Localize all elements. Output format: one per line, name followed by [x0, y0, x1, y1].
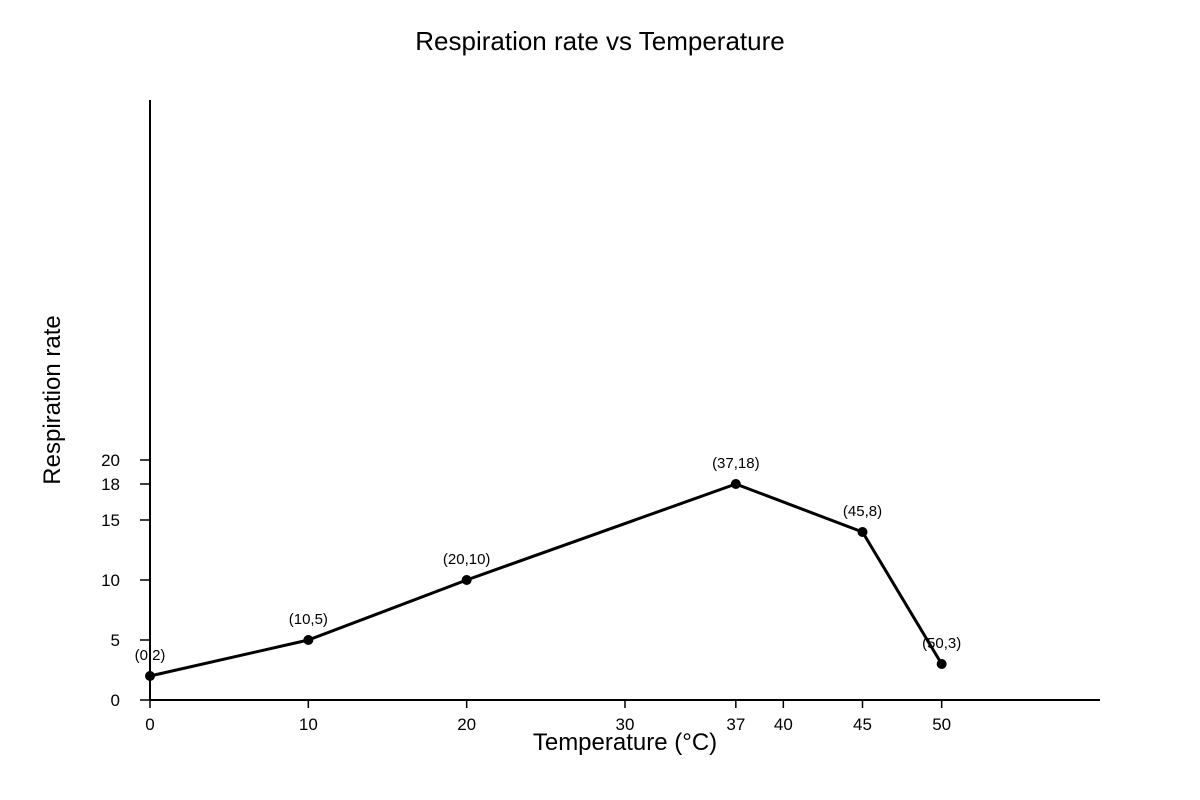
data-label: (50,3) [922, 635, 961, 652]
x-tick-label: 10 [299, 715, 318, 734]
y-tick-label: 20 [101, 451, 120, 470]
y-axis-title: Respiration rate [39, 315, 66, 484]
data-label: (10,5) [289, 611, 328, 628]
x-axis-title: Temperature (°C) [533, 729, 717, 756]
data-point [730, 479, 741, 489]
chart-title: Respiration rate vs Temperature [415, 26, 784, 56]
axis-ticks: 0 10 20 30 37 40 45 50 0 5 10 15 18 20 [101, 451, 951, 734]
data-point [857, 527, 868, 537]
data-label: (0,2) [135, 647, 166, 664]
series-line [149, 482, 943, 678]
x-tick-label: 37 [726, 715, 745, 734]
data-label: (20,10) [443, 551, 491, 568]
data-point [303, 635, 314, 645]
y-tick-label: 0 [111, 691, 120, 710]
data-point [461, 575, 472, 585]
x-tick-label: 50 [932, 715, 951, 734]
data-label: (45,8) [843, 503, 882, 520]
data-series: (0,2) (10,5) (20,10) (37,18) (45,8) (50,3) [135, 455, 961, 681]
y-tick-label: 5 [111, 631, 120, 650]
x-tick-label: 30 [616, 715, 635, 734]
data-label: (37,18) [712, 455, 760, 472]
x-tick-label: 45 [853, 715, 872, 734]
x-tick-label: 40 [774, 715, 793, 734]
x-tick-label: 0 [145, 715, 154, 734]
x-tick-label: 20 [457, 715, 476, 734]
y-tick-label: 18 [101, 475, 120, 494]
data-point [145, 671, 155, 681]
data-point [936, 659, 947, 669]
y-tick-label: 15 [101, 511, 120, 530]
y-tick-label: 10 [101, 571, 120, 590]
